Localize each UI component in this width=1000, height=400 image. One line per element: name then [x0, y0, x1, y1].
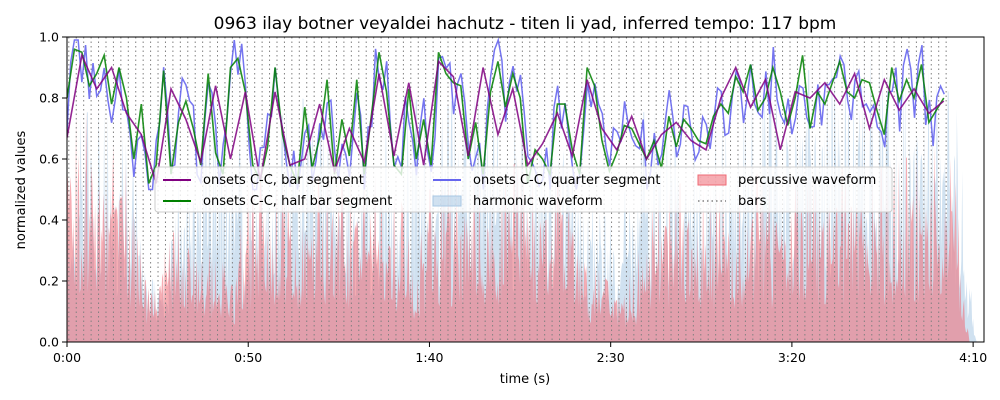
legend-item: harmonic waveform — [432, 194, 603, 209]
legend-swatch — [432, 195, 462, 207]
legend-label: onsets C-C, bar segment — [203, 173, 364, 188]
x-tick-label: 0:50 — [234, 350, 262, 365]
legend-label: harmonic waveform — [473, 194, 603, 209]
legend-label: percussive waveform — [738, 173, 876, 188]
x-tick-label: 3:20 — [778, 350, 806, 365]
half-bar-segment-line — [67, 48, 945, 184]
legend-label: onsets C-C, quarter segment — [473, 173, 660, 188]
legend-swatch — [697, 174, 727, 186]
legend-item: percussive waveform — [697, 173, 876, 188]
legend-item: onsets C-C, half bar segment — [163, 194, 392, 209]
legend-item: onsets C-C, bar segment — [163, 173, 364, 188]
legend-label: bars — [738, 194, 767, 209]
y-axis-label: normalized values — [14, 130, 29, 249]
y-tick-label: 0.0 — [39, 335, 59, 350]
x-tick-label: 2:30 — [597, 350, 625, 365]
x-tick-label: 1:40 — [415, 350, 443, 365]
y-tick-label: 1.0 — [39, 30, 59, 45]
x-tick-label: 4:10 — [959, 350, 987, 365]
y-tick-label: 0.6 — [39, 152, 59, 167]
plot-frame — [66, 36, 985, 343]
legend-item: bars — [698, 194, 767, 209]
chart-title: 0963 ilay botner veyaldei hachutz - tite… — [214, 14, 837, 34]
y-tick-label: 0.2 — [39, 274, 59, 289]
x-axis-label: time (s) — [500, 372, 550, 387]
legend-item: onsets C-C, quarter segment — [433, 173, 660, 188]
x-tick-label: 0:00 — [53, 350, 81, 365]
y-tick-label: 0.4 — [39, 213, 59, 228]
onset-lines — [67, 37, 945, 191]
y-tick-label: 0.8 — [39, 91, 59, 106]
bar-segment-line — [67, 52, 945, 184]
y-axis: 0.0 0.2 0.4 0.6 0.8 1.0 — [39, 30, 67, 350]
legend: onsets C-C, bar segment onsets C-C, half … — [154, 166, 893, 213]
x-axis: 0:00 0:50 1:40 2:30 3:20 4:10 — [53, 342, 987, 365]
legend-label: onsets C-C, half bar segment — [203, 194, 392, 209]
quarter-segment-line — [67, 37, 945, 191]
